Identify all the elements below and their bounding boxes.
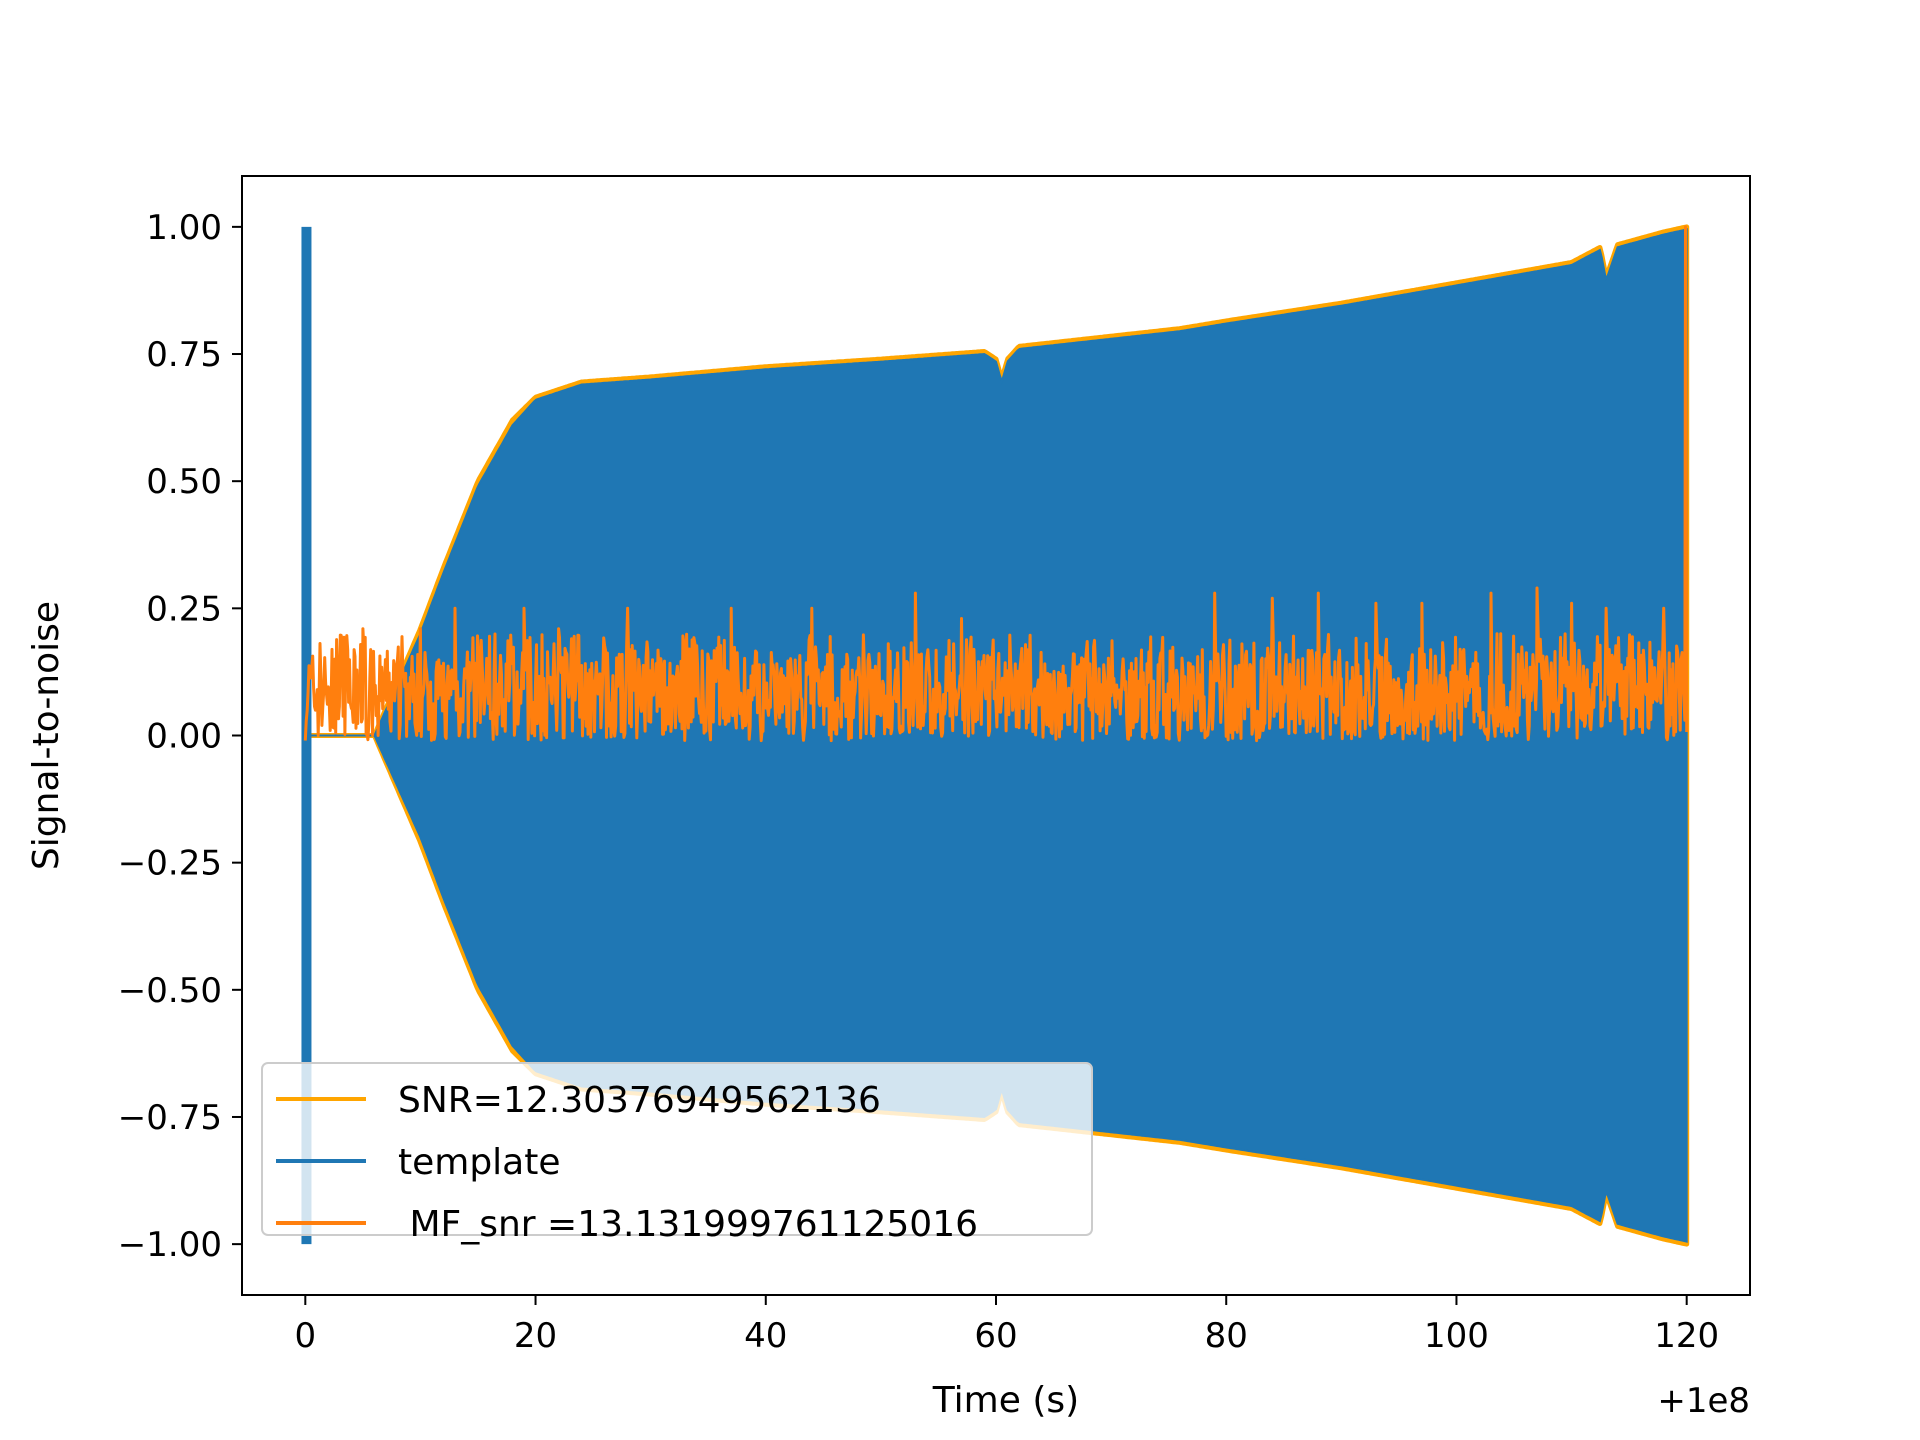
y-tick-label: 0.25 bbox=[146, 589, 222, 629]
x-tick-label: 20 bbox=[514, 1316, 557, 1356]
y-axis-label: Signal-to-noise bbox=[26, 601, 67, 870]
y-axis: 1.00 0.75 0.50 0.25 0.00 −0.25 −0.50 −0.75 −1.00 bbox=[118, 208, 242, 1265]
legend-label: MF_snr =13.131999761125016 bbox=[398, 1204, 978, 1245]
x-tick-label: 100 bbox=[1424, 1316, 1489, 1356]
x-axis: 0 20 40 60 80 100 120 bbox=[294, 1295, 1719, 1356]
x-axis-offset-label: +1e8 bbox=[1657, 1381, 1750, 1421]
x-tick-label: 40 bbox=[744, 1316, 787, 1356]
y-tick-label: −0.75 bbox=[118, 1098, 222, 1138]
y-tick-label: −0.50 bbox=[118, 971, 222, 1011]
y-tick-label: −0.25 bbox=[118, 844, 222, 884]
legend-box bbox=[261, 1062, 1093, 1236]
x-tick-label: 60 bbox=[974, 1316, 1017, 1356]
plot-area bbox=[301, 224, 1690, 1247]
series-group bbox=[301, 224, 1690, 1247]
x-axis-label: Time (s) bbox=[932, 1380, 1079, 1421]
legend-label: template bbox=[398, 1142, 561, 1183]
x-tick-label: 120 bbox=[1654, 1316, 1719, 1356]
y-tick-label: 0.50 bbox=[146, 462, 222, 502]
y-tick-label: −1.00 bbox=[118, 1225, 222, 1265]
y-tick-label: 0.00 bbox=[146, 717, 222, 757]
y-tick-label: 1.00 bbox=[146, 208, 222, 248]
legend: SNR=12.30376949562136 template MF_snr =13… bbox=[261, 1062, 1093, 1245]
y-tick-label: 0.75 bbox=[146, 335, 222, 375]
x-tick-label: 0 bbox=[294, 1316, 316, 1356]
legend-label: SNR=12.30376949562136 bbox=[398, 1080, 881, 1121]
x-tick-label: 80 bbox=[1205, 1316, 1248, 1356]
mf-snr-line bbox=[303, 225, 1689, 743]
